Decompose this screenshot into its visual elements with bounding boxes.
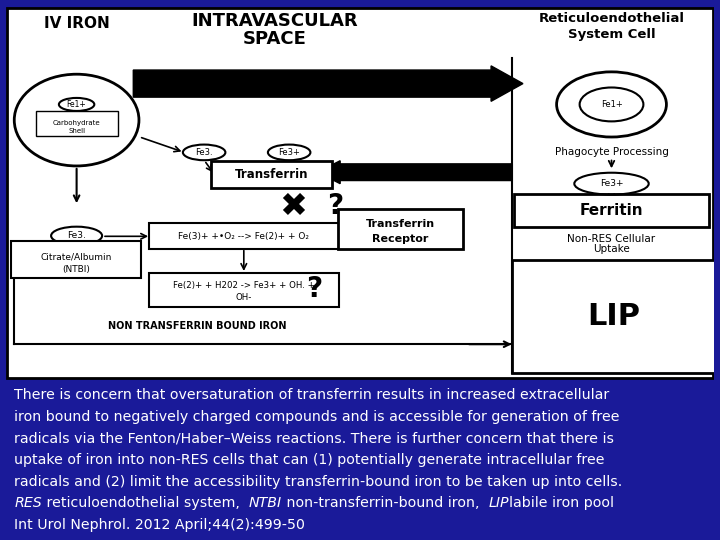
Text: LIP: LIP — [488, 496, 509, 510]
Text: Ferritin: Ferritin — [580, 202, 644, 218]
Text: Fe3.: Fe3. — [67, 231, 86, 240]
Text: NON TRANSFERRIN BOUND IRON: NON TRANSFERRIN BOUND IRON — [108, 321, 287, 331]
FancyBboxPatch shape — [149, 223, 338, 249]
Text: Transferrin: Transferrin — [235, 168, 308, 181]
Text: NTBI: NTBI — [249, 496, 282, 510]
Text: Non-RES Cellular: Non-RES Cellular — [567, 234, 656, 244]
Text: Transferrin: Transferrin — [366, 219, 435, 230]
Text: (NTBI): (NTBI) — [62, 265, 90, 274]
Text: SPACE: SPACE — [243, 30, 307, 48]
FancyBboxPatch shape — [35, 111, 117, 136]
FancyBboxPatch shape — [11, 241, 141, 278]
Text: radicals via the Fenton/Haber–Weiss reactions. There is further concern that the: radicals via the Fenton/Haber–Weiss reac… — [14, 431, 614, 446]
Text: Fe(3)+ +•O₂ --> Fe(2)+ + O₂: Fe(3)+ +•O₂ --> Fe(2)+ + O₂ — [179, 232, 310, 241]
Text: uptake of iron into non-RES cells that can (1) potentially generate intracellula: uptake of iron into non-RES cells that c… — [14, 453, 605, 467]
Text: ?: ? — [306, 275, 322, 303]
Text: Carbohydrate: Carbohydrate — [53, 120, 100, 126]
Text: iron bound to negatively charged compounds and is accessible for generation of f: iron bound to negatively charged compoun… — [14, 410, 620, 424]
Text: Reticuloendothelial: Reticuloendothelial — [539, 12, 685, 25]
FancyBboxPatch shape — [149, 273, 338, 307]
Text: ✖: ✖ — [279, 190, 307, 222]
FancyArrow shape — [318, 161, 513, 184]
FancyBboxPatch shape — [210, 161, 332, 188]
Text: IV IRON: IV IRON — [44, 16, 109, 31]
Text: Fe1+: Fe1+ — [67, 100, 86, 109]
FancyBboxPatch shape — [338, 208, 463, 249]
Text: Receptor: Receptor — [372, 234, 428, 244]
Text: radicals and (2) limit the accessibility transferrin-bound iron to be taken up i: radicals and (2) limit the accessibility… — [14, 475, 623, 489]
Text: Fe3+: Fe3+ — [278, 148, 300, 157]
FancyBboxPatch shape — [514, 193, 709, 227]
Text: reticuloendothelial system,: reticuloendothelial system, — [42, 496, 249, 510]
Text: Phagocyte Processing: Phagocyte Processing — [554, 147, 668, 157]
Text: labile iron pool: labile iron pool — [509, 496, 614, 510]
Text: OH-: OH- — [235, 293, 252, 302]
Text: Fe3.: Fe3. — [195, 148, 213, 157]
Text: Fe3+: Fe3+ — [600, 179, 624, 188]
Text: Uptake: Uptake — [593, 244, 630, 254]
Text: LIP: LIP — [587, 302, 640, 331]
Text: ?: ? — [327, 192, 343, 220]
Text: System Cell: System Cell — [567, 28, 655, 40]
Text: Citrate/Albumin: Citrate/Albumin — [40, 253, 112, 262]
Text: Int Urol Nephrol. 2012 April;44(2):499-50: Int Urol Nephrol. 2012 April;44(2):499-5… — [14, 518, 305, 532]
Text: RES: RES — [14, 496, 42, 510]
Text: Fe1+: Fe1+ — [600, 100, 622, 109]
FancyBboxPatch shape — [513, 260, 715, 373]
Text: Shell: Shell — [68, 128, 85, 134]
Text: Fe(2)+ + H202 -> Fe3+ + OH. +: Fe(2)+ + H202 -> Fe3+ + OH. + — [173, 281, 315, 291]
Text: There is concern that oversaturation of transferrin results in increased extrace: There is concern that oversaturation of … — [14, 388, 610, 402]
Text: non-transferrin-bound iron,: non-transferrin-bound iron, — [282, 496, 488, 510]
Text: INTRAVASCULAR: INTRAVASCULAR — [192, 12, 359, 30]
FancyArrow shape — [133, 66, 523, 102]
